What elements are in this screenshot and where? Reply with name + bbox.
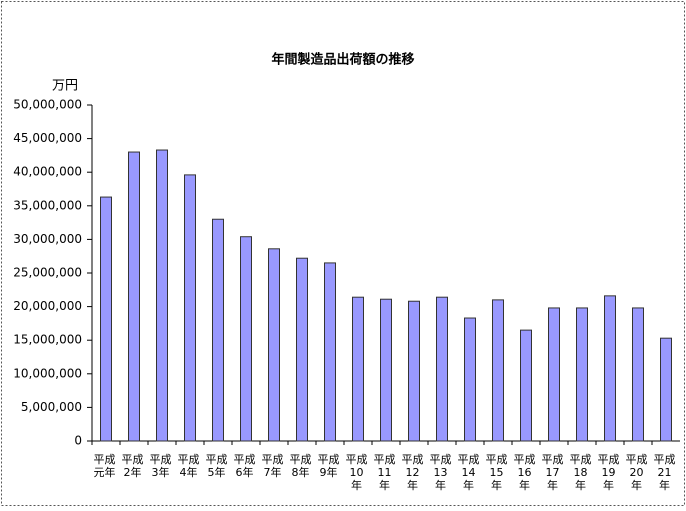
x-tick-label: 平成20年 bbox=[625, 453, 648, 492]
y-tick-label: 20,000,000 bbox=[13, 299, 82, 313]
x-tick-label: 平成11年 bbox=[373, 453, 396, 492]
y-tick-label: 35,000,000 bbox=[13, 198, 82, 212]
x-tick-label: 平成8年 bbox=[289, 453, 312, 479]
y-tick-label: 5,000,000 bbox=[21, 400, 82, 414]
bar bbox=[268, 248, 280, 442]
x-tick-label-box: 平成6年 bbox=[233, 453, 256, 479]
y-tick-label: 0 bbox=[74, 434, 82, 448]
x-tick-label: 平成10年 bbox=[345, 453, 368, 492]
bar bbox=[408, 300, 420, 442]
x-tick-label: 平成19年 bbox=[597, 453, 620, 492]
x-tick-label-box: 平成16年 bbox=[513, 453, 536, 492]
bar bbox=[380, 298, 392, 442]
bar bbox=[464, 317, 476, 442]
x-tick-label-box: 平成5年 bbox=[205, 453, 228, 479]
bar bbox=[156, 149, 168, 442]
x-tick-label: 平成18年 bbox=[569, 453, 592, 492]
y-tick-label: 15,000,000 bbox=[13, 333, 82, 347]
x-tick-label: 平成15年 bbox=[485, 453, 508, 492]
x-tick-label-box: 平成9年 bbox=[317, 453, 340, 479]
x-tick-label-box: 平成15年 bbox=[485, 453, 508, 492]
x-tick-label-box: 平成4年 bbox=[177, 453, 200, 479]
x-tick-label: 平成16年 bbox=[513, 453, 536, 492]
x-tick-label: 平成14年 bbox=[457, 453, 480, 492]
x-tick-label-box: 平成14年 bbox=[457, 453, 480, 492]
x-tick-label-box: 平成19年 bbox=[597, 453, 620, 492]
bar bbox=[520, 329, 532, 442]
x-tick-label-box: 平成2年 bbox=[121, 453, 144, 479]
bar bbox=[212, 218, 224, 442]
x-tick-label: 平成4年 bbox=[177, 453, 200, 479]
x-tick-label: 平成2年 bbox=[121, 453, 144, 479]
x-tick-label: 平成12年 bbox=[401, 453, 424, 492]
bar bbox=[660, 337, 672, 442]
bar bbox=[324, 262, 336, 442]
x-tick-label: 平成5年 bbox=[205, 453, 228, 479]
x-tick-label-box: 平成17年 bbox=[541, 453, 564, 492]
y-tick-label: 10,000,000 bbox=[13, 366, 82, 380]
x-tick-label-box: 平成10年 bbox=[345, 453, 368, 492]
y-axis-label: 万円 bbox=[52, 79, 78, 94]
x-tick-label-box: 平成7年 bbox=[261, 453, 284, 479]
y-tick-label: 50,000,000 bbox=[13, 98, 82, 112]
bar bbox=[128, 151, 140, 442]
bar bbox=[184, 174, 196, 442]
x-tick-label-box: 平成13年 bbox=[429, 453, 452, 492]
x-tick-label: 平成7年 bbox=[261, 453, 284, 479]
chart-title: 年間製造品出荷額の推移 bbox=[271, 52, 414, 68]
x-tick-label-box: 平成11年 bbox=[373, 453, 396, 492]
x-tick-label: 平成13年 bbox=[429, 453, 452, 492]
bar bbox=[352, 296, 364, 442]
y-tick-label: 45,000,000 bbox=[13, 131, 82, 145]
bar bbox=[576, 307, 588, 442]
y-tick-label: 30,000,000 bbox=[13, 232, 82, 246]
x-tick-label: 平成6年 bbox=[233, 453, 256, 479]
x-tick-label: 平成9年 bbox=[317, 453, 340, 479]
y-tick-label: 40,000,000 bbox=[13, 165, 82, 179]
bar bbox=[240, 236, 252, 442]
x-tick-label: 平成3年 bbox=[149, 453, 172, 479]
x-tick-label: 平成元年 bbox=[93, 453, 116, 479]
x-tick-label-box: 平成18年 bbox=[569, 453, 592, 492]
x-tick-label-box: 平成8年 bbox=[289, 453, 312, 479]
x-tick-label-box: 平成12年 bbox=[401, 453, 424, 492]
x-tick-label: 平成17年 bbox=[541, 453, 564, 492]
x-tick-label-box: 平成3年 bbox=[149, 453, 172, 479]
bar bbox=[604, 295, 616, 442]
x-tick-label-box: 平成21年 bbox=[653, 453, 676, 492]
bar bbox=[492, 299, 504, 442]
bar bbox=[100, 196, 112, 442]
x-tick-label-box: 平成元年 bbox=[93, 453, 116, 479]
bar bbox=[632, 307, 644, 442]
bar bbox=[548, 307, 560, 442]
bar bbox=[296, 257, 308, 442]
y-tick-label: 25,000,000 bbox=[13, 266, 82, 280]
x-tick-label-box: 平成20年 bbox=[625, 453, 648, 492]
x-tick-label: 平成21年 bbox=[653, 453, 676, 492]
bar bbox=[436, 296, 448, 442]
